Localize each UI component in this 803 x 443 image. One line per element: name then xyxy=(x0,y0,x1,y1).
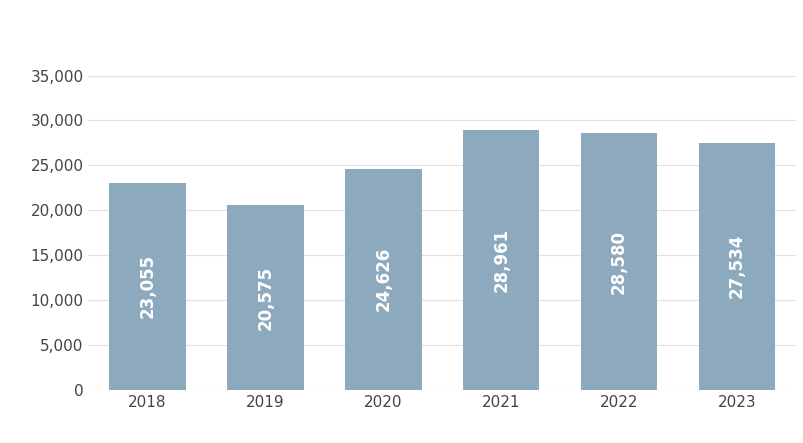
Text: 20,575: 20,575 xyxy=(256,265,274,330)
Text: 28,961: 28,961 xyxy=(491,228,510,292)
Bar xyxy=(226,205,304,390)
Bar xyxy=(109,183,185,390)
Text: 28,580: 28,580 xyxy=(609,229,627,294)
Bar xyxy=(580,133,657,390)
Bar xyxy=(698,143,774,390)
Text: 24,626: 24,626 xyxy=(373,247,392,311)
Text: ANNUAL CTs PERFORMED AT KERN MEDICAL HOSPITAL: ANNUAL CTs PERFORMED AT KERN MEDICAL HOS… xyxy=(104,22,699,40)
Bar xyxy=(344,169,421,390)
Bar xyxy=(463,130,539,390)
Text: 27,534: 27,534 xyxy=(727,234,745,299)
Text: 23,055: 23,055 xyxy=(138,254,157,319)
